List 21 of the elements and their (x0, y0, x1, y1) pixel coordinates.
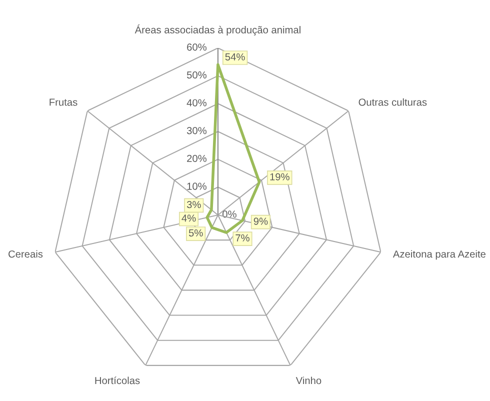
spoke-label: Frutas (50, 98, 78, 106)
y-tick-label: 60% (187, 44, 206, 51)
data-label: 3% (186, 200, 201, 208)
spoke-label: Cereais (8, 250, 43, 258)
y-tick-label: 20% (187, 154, 206, 162)
spoke-label: Vinho (296, 376, 322, 384)
y-tick-label: 30% (186, 127, 206, 134)
data-label: 19% (270, 173, 290, 180)
data-label: 9% (254, 218, 268, 225)
y-tick-label: 40% (186, 99, 206, 106)
spoke-label: Azeitona para Azeite (392, 250, 486, 260)
data-label: 5% (188, 229, 203, 236)
y-tick-label: 0% (222, 210, 236, 218)
spoke-label: Áreas associadas à produção animal (134, 24, 300, 36)
data-label: 7% (236, 234, 250, 242)
spoke-label: Outras culturas (358, 98, 427, 106)
y-tick-label: 50% (186, 71, 206, 79)
y-tick-label: 10% (187, 182, 206, 190)
data-label: 54% (225, 53, 245, 60)
spoke-label: Hortícolas (95, 376, 140, 384)
data-label: 4% (182, 214, 196, 222)
